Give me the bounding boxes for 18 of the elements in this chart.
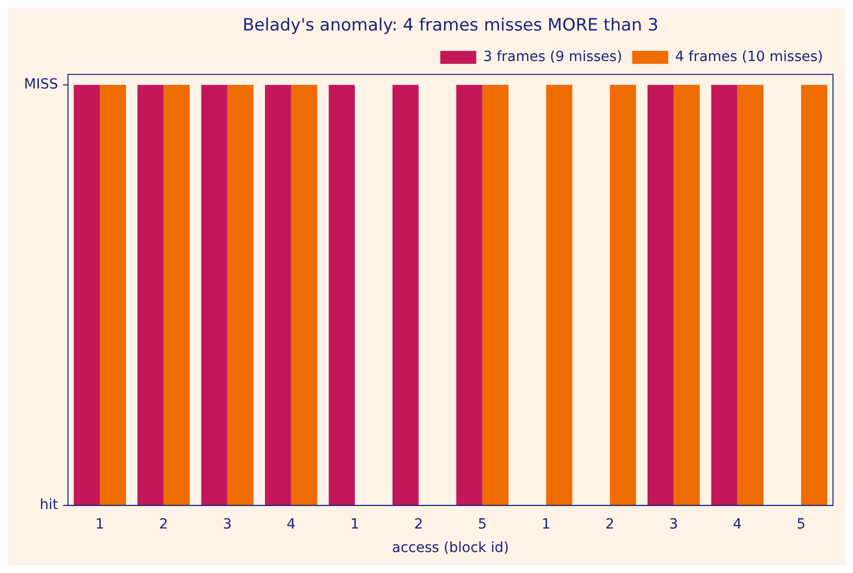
- text: MISS: [24, 76, 58, 93]
- x-tick-label: 4: [286, 516, 296, 532]
- x-tick-label: 2: [159, 516, 168, 532]
- x-tick-label: 1: [350, 516, 360, 532]
- x-tick-label: 4: [732, 516, 742, 532]
- x-tick-label: 5: [478, 516, 487, 532]
- legend-label: 4 frames (10 misses): [675, 49, 823, 66]
- x-axis-title: access (block id): [392, 540, 509, 556]
- x-tick-label: 3: [222, 516, 232, 532]
- x-tick-label: 2: [414, 516, 424, 532]
- x-tick-label: 1: [542, 516, 551, 532]
- x-tick-label: 3: [669, 516, 678, 532]
- legend-label: 3 frames (9 misses): [483, 49, 622, 66]
- x-tick-label: 5: [796, 516, 806, 532]
- x-tick-label: 2: [605, 516, 614, 532]
- chart-title: Belady's anomaly: 4 frames misses MORE than 3: [242, 16, 658, 36]
- text: hit: [40, 497, 58, 514]
- x-tick-label: 1: [95, 516, 104, 532]
